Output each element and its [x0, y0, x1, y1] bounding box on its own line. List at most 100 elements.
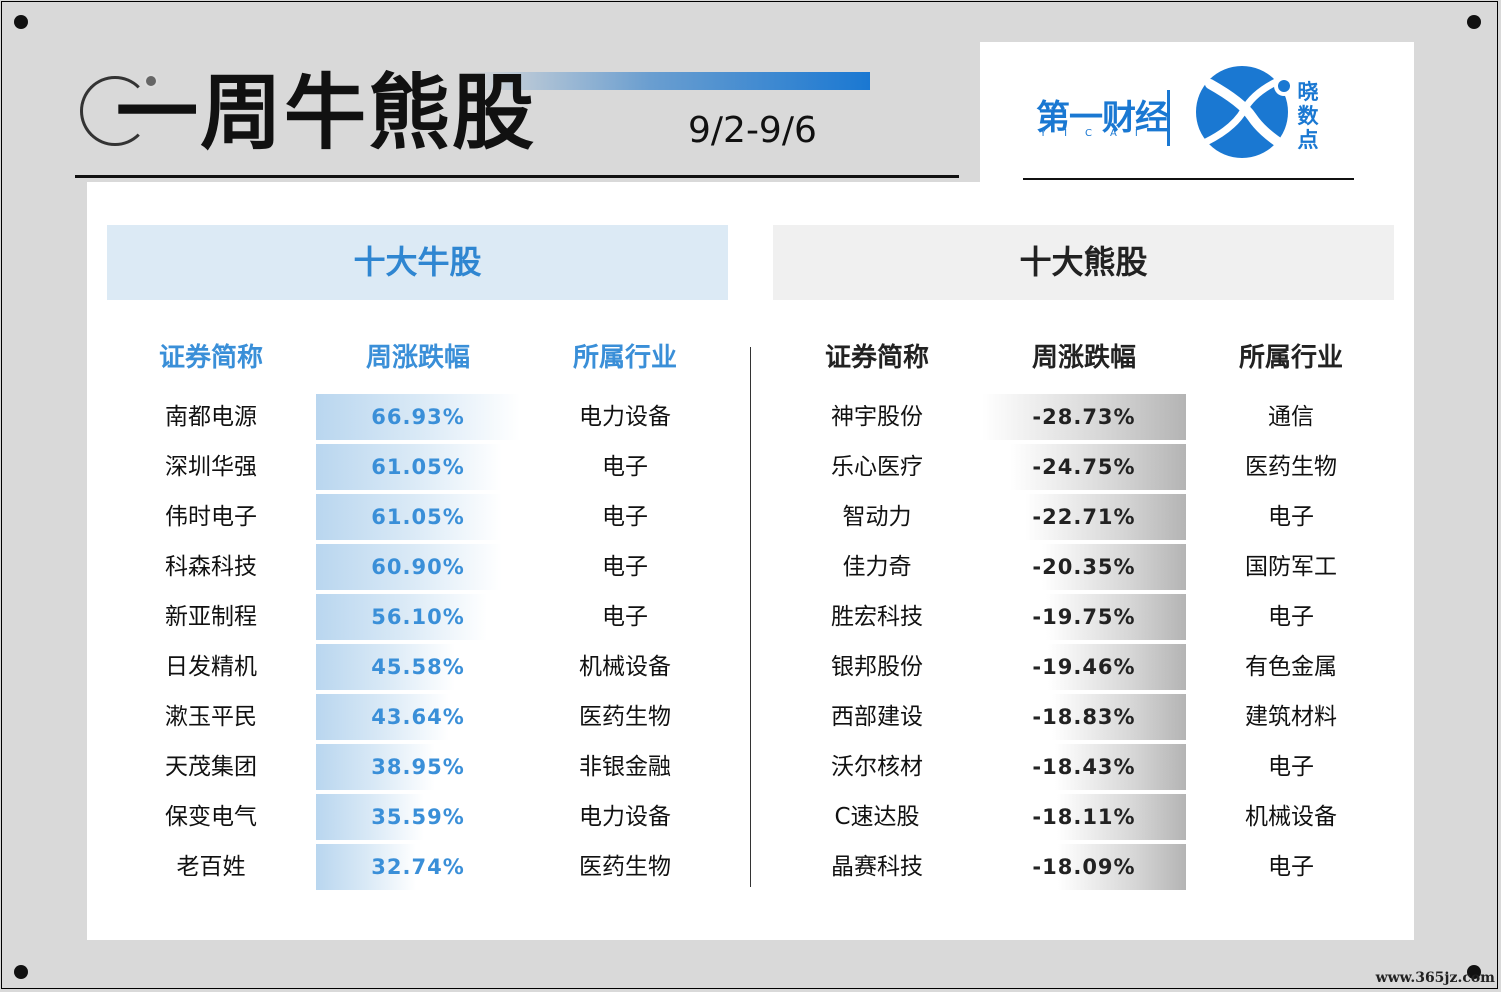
title-area: 一周牛熊股 9/2-9/6 [78, 66, 958, 176]
bull-change-value: 35.59% [371, 805, 465, 829]
bear-stock-name: 佳力奇 [842, 554, 912, 580]
bear-stock-name: 神宇股份 [831, 404, 923, 430]
logo-box: 第一财经 YICAI 晓数点 [980, 42, 1414, 182]
bear-industry: 有色金属 [1245, 654, 1337, 680]
xiaoshudian-logo-icon [1196, 66, 1294, 158]
bear-change-value: -28.73% [1032, 405, 1136, 429]
title-ring-icon [80, 76, 150, 146]
bear-stock-name: 晶赛科技 [831, 854, 923, 880]
bear-industry: 电子 [1268, 854, 1314, 880]
bear-industry: 电子 [1268, 604, 1314, 630]
bear-change-value: -18.83% [1032, 705, 1136, 729]
bull-col-industry: 所属行业 [572, 343, 677, 373]
title-accent-bar [468, 72, 870, 90]
bear-change-bar [1048, 644, 1186, 690]
watermark: www.365jz.com [1375, 970, 1495, 986]
corner-dot-bottom-right [1467, 965, 1481, 979]
bear-section-title: 十大熊股 [773, 225, 1394, 300]
bear-industry: 建筑材料 [1245, 704, 1337, 730]
bull-industry: 机械设备 [579, 654, 671, 680]
bull-stock-name: 天茂集团 [165, 754, 257, 780]
corner-dot-top-left [14, 15, 28, 29]
bear-industry: 电子 [1268, 504, 1314, 530]
bull-change-bar [316, 594, 487, 640]
bear-stock-name: 乐心医疗 [831, 454, 923, 480]
bear-col-industry: 所属行业 [1238, 343, 1343, 373]
bull-industry: 电子 [602, 554, 648, 580]
bull-industry: 非银金融 [579, 754, 671, 780]
bull-section-title: 十大牛股 [107, 225, 728, 300]
bear-change-bar [1058, 844, 1186, 890]
corner-dot-bottom-left [14, 965, 28, 979]
bull-industry: 电力设备 [579, 804, 671, 830]
bull-col-change: 周涨跌幅 [365, 343, 470, 373]
bull-change-bar [316, 644, 455, 690]
bull-stock-name: 保变电气 [165, 804, 257, 830]
bear-change-value: -20.35% [1032, 555, 1136, 579]
bear-change-bar [982, 394, 1186, 440]
bear-stock-name: 胜宏科技 [831, 604, 923, 630]
bear-change-value: -18.43% [1032, 755, 1136, 779]
bear-change-bar [1055, 744, 1186, 790]
bear-change-bar [1057, 794, 1186, 840]
bull-change-value: 32.74% [371, 855, 465, 879]
bull-stock-name: 科森科技 [165, 554, 257, 580]
bull-change-bar [316, 394, 520, 440]
bull-stock-name: 新亚制程 [165, 604, 257, 630]
bull-stock-name: 深圳华强 [165, 454, 257, 480]
bull-change-bar [316, 444, 502, 490]
title-underline [75, 175, 959, 178]
bear-stock-name: C速达股 [834, 804, 920, 830]
bull-change-bar [316, 494, 502, 540]
bear-change-value: -19.46% [1032, 655, 1136, 679]
table-divider [750, 347, 751, 887]
bull-stock-name: 南都电源 [165, 404, 257, 430]
bull-industry: 电子 [602, 504, 648, 530]
bull-change-bar [316, 844, 416, 890]
corner-dot-top-right [1467, 15, 1481, 29]
bear-change-bar [1046, 594, 1186, 640]
bull-change-value: 66.93% [371, 405, 465, 429]
bull-change-bar [316, 794, 424, 840]
bull-stock-name: 漱玉平民 [165, 704, 257, 730]
bull-industry: 电子 [602, 604, 648, 630]
bull-industry: 医药生物 [579, 704, 671, 730]
logo-divider [1167, 90, 1170, 146]
bear-col-name: 证券简称 [824, 343, 929, 373]
bear-change-value: -18.11% [1032, 805, 1136, 829]
bull-stock-name: 老百姓 [176, 854, 246, 880]
bull-stock-name: 伟时电子 [165, 504, 257, 530]
bear-change-bar [1010, 444, 1186, 490]
bear-industry: 医药生物 [1245, 454, 1337, 480]
bull-industry: 电子 [602, 454, 648, 480]
bull-change-value: 45.58% [371, 655, 465, 679]
bull-change-value: 43.64% [371, 705, 465, 729]
bear-change-value: -24.75% [1032, 455, 1136, 479]
bull-change-value: 61.05% [371, 505, 465, 529]
bear-stock-name: 银邦股份 [831, 654, 923, 680]
bear-change-value: -19.75% [1032, 605, 1136, 629]
bear-change-bar [1025, 494, 1186, 540]
bear-stock-name: 沃尔核材 [831, 754, 923, 780]
xiaoshudian-logo-text: 晓数点 [1297, 80, 1319, 152]
bull-col-name: 证券简称 [158, 343, 263, 373]
bull-change-bar [316, 694, 449, 740]
bull-change-bar [316, 544, 502, 590]
bear-col-change: 周涨跌幅 [1031, 343, 1136, 373]
bull-change-bar [316, 744, 435, 790]
date-range: 9/2-9/6 [688, 110, 817, 151]
bull-stock-name: 日发精机 [165, 654, 257, 680]
bull-change-value: 61.05% [371, 455, 465, 479]
bull-industry: 医药生物 [579, 854, 671, 880]
bear-industry: 机械设备 [1245, 804, 1337, 830]
bear-change-bar [1042, 544, 1186, 590]
bear-change-value: -22.71% [1032, 505, 1136, 529]
yicai-logo-text: 第一财经 [1036, 98, 1169, 138]
bull-change-value: 56.10% [371, 605, 465, 629]
bear-change-value: -18.09% [1032, 855, 1136, 879]
bear-industry: 国防军工 [1245, 554, 1337, 580]
yicai-logo-subtext: YICAI [1040, 128, 1156, 139]
bull-change-value: 60.90% [371, 555, 465, 579]
bear-stock-name: 智动力 [842, 504, 912, 530]
